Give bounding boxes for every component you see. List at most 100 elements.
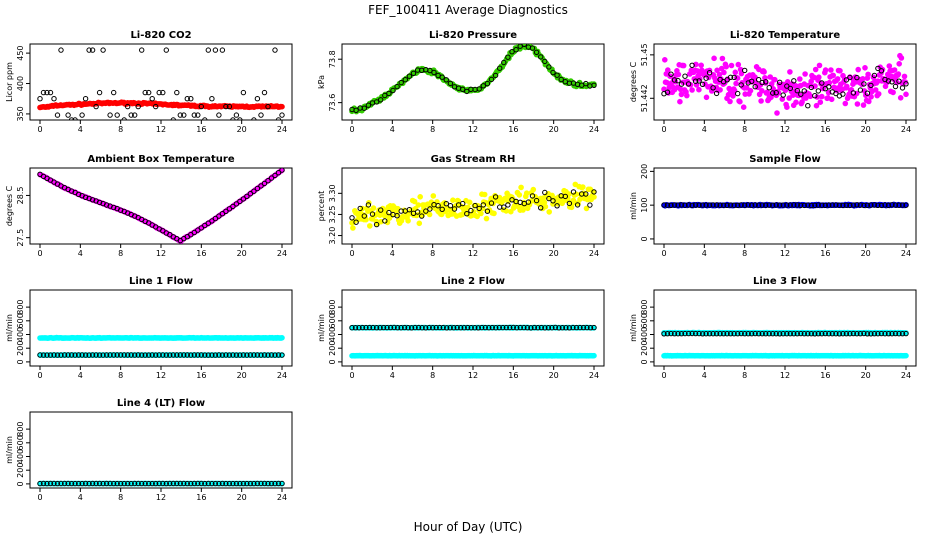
x-tick-label: 4 bbox=[390, 249, 395, 258]
data-point-hourly bbox=[756, 77, 762, 83]
data-point-hourly bbox=[202, 480, 208, 487]
x-tick-label: 20 bbox=[237, 371, 247, 380]
y-tick-label: 0 bbox=[640, 236, 649, 241]
data-point-avg bbox=[405, 218, 411, 224]
data-point-hourly bbox=[353, 107, 359, 114]
data-point-hourly bbox=[875, 202, 881, 209]
data-point-hourly bbox=[735, 202, 741, 209]
data-point-hourly bbox=[132, 112, 138, 118]
x-tick-label: 4 bbox=[78, 249, 83, 258]
y-axis-label: degrees C bbox=[5, 185, 14, 226]
data-point-hourly bbox=[678, 202, 685, 208]
y-tick-label: 100 bbox=[640, 198, 649, 213]
x-tick-label: 0 bbox=[37, 493, 42, 502]
data-point-hourly bbox=[44, 352, 50, 358]
y-axis-label: ml/min bbox=[629, 192, 638, 220]
data-point-hourly bbox=[805, 331, 811, 337]
data-point-avg bbox=[661, 56, 668, 63]
data-point-avg bbox=[767, 74, 773, 80]
y-tick-label: 28.5 bbox=[16, 187, 25, 205]
data-point-hourly bbox=[577, 324, 583, 331]
data-point-hourly bbox=[240, 480, 247, 487]
data-point-hourly bbox=[692, 330, 699, 337]
data-point-hourly bbox=[574, 202, 581, 208]
x-tick-label: 16 bbox=[820, 371, 830, 380]
data-point-hourly bbox=[209, 480, 215, 487]
data-point-hourly bbox=[223, 103, 229, 110]
data-point-avg bbox=[828, 67, 834, 73]
data-point-hourly bbox=[188, 480, 194, 487]
data-point-hourly bbox=[507, 324, 513, 331]
panel-title: Sample Flow bbox=[749, 154, 821, 165]
data-point-hourly bbox=[219, 480, 226, 487]
data-point-hourly bbox=[749, 331, 755, 337]
data-point-low bbox=[591, 352, 597, 359]
data-point-hourly bbox=[226, 206, 233, 212]
data-point-hourly bbox=[268, 352, 275, 358]
data-point-hourly bbox=[226, 480, 233, 487]
data-point-hourly bbox=[237, 117, 243, 120]
data-point-hourly bbox=[170, 480, 177, 487]
data-point-hourly bbox=[458, 325, 464, 331]
data-point-avg bbox=[370, 205, 377, 211]
data-point-avg bbox=[761, 69, 767, 75]
data-point-hourly bbox=[394, 83, 400, 90]
data-point-hourly bbox=[871, 331, 878, 337]
data-point-hourly bbox=[58, 352, 64, 358]
points-group bbox=[661, 52, 909, 116]
data-point-hourly bbox=[794, 88, 800, 94]
data-point-hourly bbox=[219, 352, 226, 358]
data-point-hourly bbox=[139, 352, 145, 358]
data-point-hourly bbox=[265, 352, 271, 358]
data-point-hourly bbox=[174, 352, 180, 358]
data-point-hourly bbox=[268, 175, 275, 181]
data-point-hourly bbox=[72, 352, 78, 358]
data-point-hourly bbox=[149, 352, 155, 358]
data-point-hourly bbox=[706, 331, 713, 337]
points-group bbox=[661, 201, 909, 209]
data-point-hourly bbox=[251, 117, 257, 120]
data-point-hourly bbox=[752, 330, 758, 337]
data-point-hourly bbox=[188, 352, 194, 358]
data-point-hourly bbox=[419, 325, 425, 331]
y-tick-label: 600 bbox=[328, 313, 337, 328]
data-point-hourly bbox=[114, 112, 120, 118]
y-tick-label: 0 bbox=[16, 359, 25, 364]
data-point-avg bbox=[759, 88, 765, 94]
data-point-hourly bbox=[896, 202, 902, 208]
data-point-hourly bbox=[696, 330, 702, 337]
y-tick-label: 0 bbox=[640, 359, 649, 364]
data-point-hourly bbox=[398, 325, 404, 331]
data-point-hourly bbox=[212, 480, 219, 487]
data-point-hourly bbox=[703, 75, 709, 81]
data-point-hourly bbox=[447, 325, 453, 331]
x-tick-label: 0 bbox=[349, 249, 354, 258]
data-point-hourly bbox=[369, 211, 376, 217]
data-point-hourly bbox=[205, 47, 212, 53]
data-point-hourly bbox=[61, 352, 68, 358]
data-point-hourly bbox=[128, 480, 134, 487]
data-point-avg bbox=[896, 60, 902, 67]
data-point-hourly bbox=[493, 325, 499, 331]
x-tick-label: 16 bbox=[196, 493, 206, 502]
data-point-hourly bbox=[854, 202, 860, 208]
data-point-hourly bbox=[72, 480, 78, 487]
data-point-hourly bbox=[426, 324, 432, 331]
data-point-hourly bbox=[745, 202, 751, 208]
data-point-hourly bbox=[861, 202, 867, 209]
data-point-hourly bbox=[47, 352, 54, 358]
data-point-avg bbox=[738, 70, 745, 77]
data-point-hourly bbox=[149, 480, 155, 487]
data-point-avg bbox=[570, 197, 577, 204]
data-point-avg bbox=[416, 220, 423, 227]
x-tick-label: 16 bbox=[820, 125, 830, 134]
data-point-hourly bbox=[892, 330, 899, 337]
data-point-hourly bbox=[258, 480, 264, 487]
data-point-hourly bbox=[216, 112, 222, 118]
data-point-hourly bbox=[272, 47, 278, 53]
x-tick-label: 4 bbox=[78, 371, 83, 380]
data-point-hourly bbox=[361, 213, 367, 219]
data-point-hourly bbox=[682, 330, 688, 337]
data-point-hourly bbox=[103, 352, 110, 358]
data-point-hourly bbox=[40, 352, 47, 358]
